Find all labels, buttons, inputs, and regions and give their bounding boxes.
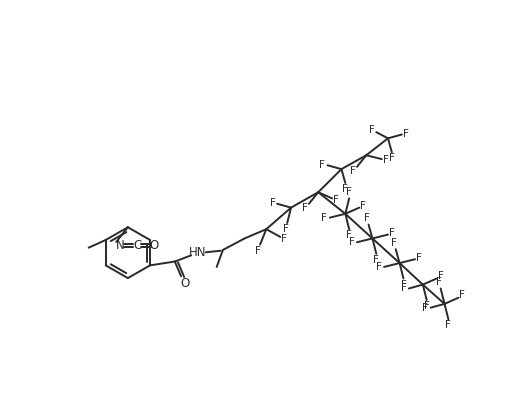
Text: F: F	[389, 228, 395, 238]
Text: F: F	[346, 187, 352, 197]
Text: F: F	[364, 214, 370, 223]
Text: F: F	[383, 155, 388, 165]
Text: O: O	[180, 277, 190, 290]
Text: F: F	[416, 252, 422, 263]
Text: F: F	[333, 195, 339, 205]
Text: F: F	[374, 255, 379, 265]
Text: F: F	[436, 277, 442, 287]
Text: F: F	[369, 125, 375, 135]
Text: F: F	[460, 291, 465, 301]
Text: F: F	[389, 153, 395, 163]
Text: F: F	[424, 301, 430, 311]
Text: F: F	[321, 213, 327, 223]
Text: F: F	[401, 283, 406, 293]
Text: F: F	[319, 160, 325, 170]
Text: F: F	[403, 129, 409, 139]
Text: F: F	[391, 238, 397, 248]
Text: F: F	[346, 230, 352, 240]
Text: F: F	[360, 201, 366, 211]
Text: F: F	[376, 262, 382, 272]
Text: F: F	[269, 198, 276, 208]
Text: F: F	[302, 203, 308, 213]
Text: F: F	[282, 224, 289, 234]
Text: N: N	[116, 239, 124, 252]
Text: F: F	[255, 246, 261, 256]
Text: C: C	[133, 239, 141, 252]
Text: F: F	[445, 321, 451, 331]
Text: F: F	[401, 280, 406, 290]
Text: F: F	[350, 166, 356, 176]
Text: F: F	[422, 303, 428, 313]
Text: F: F	[343, 184, 348, 194]
Text: F: F	[281, 234, 287, 244]
Text: HN: HN	[189, 246, 207, 259]
Text: F: F	[438, 271, 444, 281]
Text: O: O	[150, 239, 159, 252]
Text: F: F	[348, 237, 355, 247]
